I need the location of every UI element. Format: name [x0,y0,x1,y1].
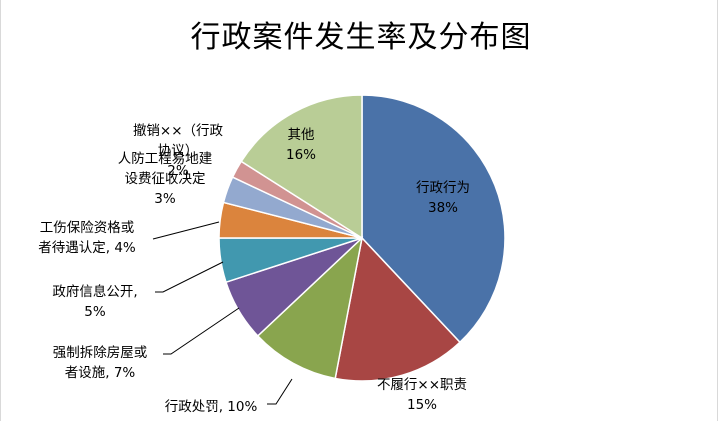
pie-slice [361,94,506,344]
slice-label-line: 者设施, 7% [65,365,136,381]
slice-label-line: 行政处罚, 10% [165,399,258,415]
slice-label: 行政行为 38% [416,180,470,216]
slice-label-line: 16% [286,147,316,163]
slice-label-line: 政府信息公开, [52,283,137,300]
slice-label-line: 5% [84,304,106,320]
leader-line [152,221,220,240]
leader-line [155,261,224,293]
slice-label-line: 15% [407,397,437,413]
slice-label-line: 者待遇认定, 4% [38,240,136,256]
slice-label-line: 撤销××（行政 [133,123,224,139]
slice-label: 政府信息公开, 5% [52,283,137,320]
slice-label-line: 3% [154,191,176,207]
slice-label-line: 行政行为 [416,180,470,196]
slice-label-line: 38% [428,200,458,216]
slice-label-line: 其他 [288,127,315,143]
pie-slice [240,94,363,240]
slice-label-line: 协议） [158,143,199,159]
slice-label-line: 2% [167,163,189,179]
pie-slice [334,236,461,382]
slice-label-line: 人防工程易地建 [118,151,213,167]
slice-label-line: 设费征收决定 [125,171,206,187]
slice-label: 撤销××（行政协议） 2% [133,123,224,179]
slice-label: 其他 16% [286,127,316,163]
slice-label: 强制拆除房屋或者设施, 7% [53,345,148,381]
slice-label-line: 工伤保险资格或 [40,220,135,236]
leader-line [163,307,240,355]
leader-line [267,378,293,405]
slice-label: 不履行××职责 15% [377,377,467,413]
slice-label: 人防工程易地建设费征收决定 3% [118,151,213,207]
slice-label-line: 不履行××职责 [377,377,467,393]
pie-slice [256,235,364,380]
slice-label-line: 强制拆除房屋或 [53,345,148,361]
slice-label: 工伤保险资格或者待遇认定, 4% [38,220,136,256]
chart-title: 行政案件发生率及分布图 [190,20,532,55]
slice-label: 行政处罚, 10% [165,399,258,415]
